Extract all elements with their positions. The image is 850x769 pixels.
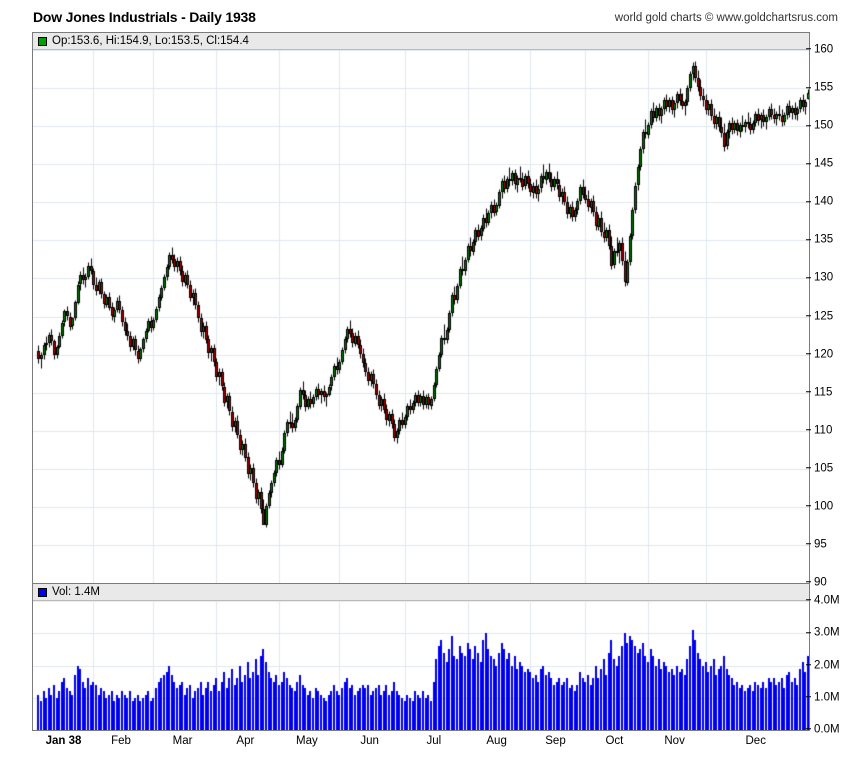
- price-tick-label: 155: [806, 82, 833, 94]
- copyright-notice: world gold charts © www.goldchartsrus.co…: [614, 12, 838, 24]
- x-axis: Jan 38 Feb Mar Apr May Jun Jul Aug Sep Oct Nov Dec: [32, 733, 810, 755]
- price-y-axis: 90 95 100 105 110 115 120 125 130 135 140 145 150 155…: [806, 32, 850, 588]
- page-title: Dow Jones Industrials - Daily 1938: [33, 9, 256, 25]
- price-tick-label: 125: [806, 310, 833, 323]
- price-tick-label: 115: [806, 386, 832, 399]
- price-tick-label: 110: [806, 424, 832, 437]
- month-tick-label: Jul: [426, 735, 442, 747]
- month-tick-label: Jan 38: [45, 735, 82, 747]
- price-tick-label: 135: [806, 234, 833, 247]
- price-legend-text: Op:153.6, Hi:154.9, Lo:153.5, Cl:154.4: [52, 35, 249, 47]
- candlestick-canvas[interactable]: [33, 33, 809, 583]
- green-square-icon: [38, 36, 47, 46]
- price-tick-label: 140: [806, 196, 833, 209]
- month-tick-label: Aug: [486, 735, 507, 747]
- volume-y-axis: 0.0M 1.0M 2.0M 3.0M 4.0M: [806, 583, 850, 735]
- month-tick-label: May: [296, 735, 318, 747]
- volume-tick-label: 3.0M: [806, 627, 840, 640]
- price-tick-label: 150: [806, 120, 833, 132]
- price-tick-label: 145: [806, 158, 833, 170]
- price-tick-label: 105: [806, 463, 833, 475]
- volume-canvas[interactable]: [33, 584, 809, 730]
- volume-legend-text: Vol: 1.4M: [52, 586, 100, 598]
- price-tick-label: 90: [806, 577, 827, 589]
- volume-tick-label: 0.0M: [806, 724, 840, 736]
- price-panel: Op:153.6, Hi:154.9, Lo:153.5, Cl:154.4: [32, 32, 810, 584]
- price-tick-label: 130: [806, 272, 833, 285]
- month-tick-label: Apr: [236, 735, 255, 747]
- volume-panel: Vol: 1.4M: [32, 583, 810, 731]
- month-tick-label: Nov: [664, 735, 685, 747]
- month-tick-label: Sep: [545, 735, 566, 747]
- month-tick-label: Dec: [745, 735, 766, 747]
- volume-legend: Vol: 1.4M: [33, 584, 809, 601]
- volume-tick-label: 4.0M: [806, 595, 840, 607]
- month-tick-label: Oct: [605, 735, 624, 747]
- price-tick-label: 160: [806, 44, 833, 56]
- volume-tick-label: 1.0M: [806, 691, 840, 704]
- price-tick-label: 95: [806, 539, 827, 551]
- month-tick-label: Mar: [172, 735, 193, 747]
- blue-square-icon: [38, 587, 47, 597]
- volume-tick-label: 2.0M: [806, 659, 840, 672]
- price-tick-label: 120: [806, 348, 833, 361]
- price-legend: Op:153.6, Hi:154.9, Lo:153.5, Cl:154.4: [33, 33, 809, 50]
- price-tick-label: 100: [806, 501, 833, 513]
- month-tick-label: Feb: [111, 735, 131, 747]
- month-tick-label: Jun: [360, 735, 379, 747]
